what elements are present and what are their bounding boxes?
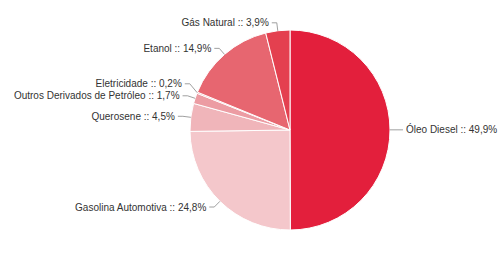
svg-text:Outros Derivados de Petróleo :: Outros Derivados de Petróleo :: 1,7%	[14, 90, 180, 101]
svg-text:Querosene :: 4,5%: Querosene :: 4,5%	[91, 111, 174, 122]
svg-text:Eletricidade :: 0,2%: Eletricidade :: 0,2%	[96, 78, 182, 89]
svg-text:Óleo Diesel :: 49,9%: Óleo Diesel :: 49,9%	[406, 123, 495, 135]
svg-text:Gás Natural :: 3,9%: Gás Natural :: 3,9%	[182, 17, 269, 28]
svg-text:Gasolina Automotiva :: 24,8%: Gasolina Automotiva :: 24,8%	[75, 202, 206, 213]
svg-text:Etanol :: 14,9%: Etanol :: 14,9%	[143, 43, 211, 54]
